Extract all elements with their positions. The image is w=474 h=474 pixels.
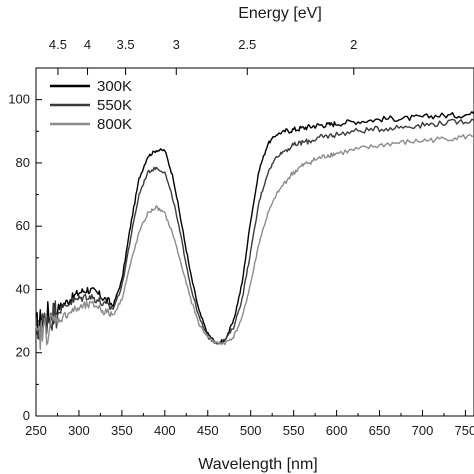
left-axis-ticks: 0 20 40 60 80 100 — [8, 67, 42, 423]
x-tick-label: 500 — [240, 423, 262, 438]
y-tick-label: 20 — [16, 345, 30, 360]
legend: 300K 550K 800K — [50, 78, 132, 133]
y-tick-label: 80 — [16, 155, 30, 170]
x-tick-label: 450 — [197, 423, 219, 438]
top-tick-label: 2 — [350, 37, 357, 52]
top-axis-title: Energy [eV] — [238, 5, 322, 22]
x-tick-label: 600 — [326, 423, 348, 438]
y-tick-label: 0 — [23, 408, 30, 423]
bottom-axis-ticks: 250 300 350 400 450 500 550 600 650 700 750 — [25, 410, 474, 438]
series-line-800K — [35, 133, 474, 351]
x-tick-label: 300 — [68, 423, 90, 438]
top-tick-label: 3.5 — [117, 37, 135, 52]
legend-label: 300K — [97, 78, 132, 95]
series-group — [35, 111, 474, 351]
y-tick-label: 60 — [16, 218, 30, 233]
x-tick-label: 700 — [412, 423, 434, 438]
x-tick-label: 650 — [369, 423, 391, 438]
top-tick-label: 4 — [84, 37, 91, 52]
x-tick-label: 550 — [283, 423, 305, 438]
plot-frame — [35, 67, 474, 417]
top-tick-label: 4.5 — [49, 37, 67, 52]
x-axis-title: Wavelength [nm] — [198, 456, 317, 473]
top-tick-label: 3 — [173, 37, 180, 52]
series-line-550K — [35, 118, 474, 345]
top-axis-ticks: 4.5 4 3.5 3 2.5 2 — [49, 37, 357, 75]
legend-label: 550K — [97, 97, 132, 114]
x-tick-label: 350 — [111, 423, 133, 438]
x-tick-label: 750 — [455, 423, 474, 438]
x-tick-label: 250 — [25, 423, 47, 438]
y-tick-label: 100 — [8, 92, 30, 107]
x-tick-label: 400 — [154, 423, 176, 438]
legend-label: 800K — [97, 116, 132, 133]
top-tick-label: 2.5 — [238, 37, 256, 52]
y-tick-label: 40 — [16, 281, 30, 296]
